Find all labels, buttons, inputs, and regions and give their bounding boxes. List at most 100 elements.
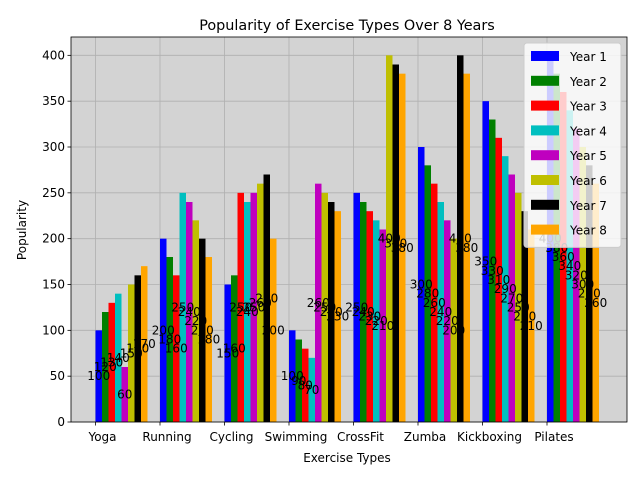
bar: [495, 137, 502, 423]
bar: [482, 101, 489, 423]
y-tick-label: 300: [42, 140, 65, 154]
bar-value-label: 160: [223, 342, 246, 356]
bar-value-label: 350: [474, 255, 497, 269]
bar: [173, 275, 180, 422]
bar-value-label: 240: [352, 305, 375, 319]
y-axis: 0 50 100 150 200 250 300 350 400: [42, 48, 71, 429]
bar: [108, 302, 115, 422]
bar-value-label: 180: [158, 333, 181, 347]
bar: [141, 266, 148, 422]
legend-swatch: [531, 100, 559, 111]
legend-label: Year 4: [569, 124, 607, 138]
legend-swatch: [531, 199, 559, 210]
legend-label: Year 5: [569, 149, 607, 163]
bar-value-label: 310: [487, 273, 510, 287]
bar: [528, 229, 535, 422]
x-tick-label: Running: [142, 430, 191, 444]
bar: [366, 211, 373, 422]
bar-value-label: 210: [371, 319, 394, 333]
bar: [115, 293, 122, 422]
legend-swatch: [531, 175, 559, 185]
bar: [399, 73, 406, 423]
bar-value-label: 150: [120, 346, 143, 360]
bar-value-label: 250: [171, 300, 194, 314]
bar: [373, 220, 380, 422]
bar: [289, 330, 296, 422]
bar-value-label: 150: [216, 346, 239, 360]
bar-value-label: 240: [320, 305, 343, 319]
bar: [379, 229, 386, 422]
y-tick-label: 400: [42, 48, 65, 62]
legend-box: [523, 42, 622, 248]
bar-value-label: 250: [242, 300, 265, 314]
y-tick-label: 150: [42, 278, 65, 292]
bar-value-label: 360: [552, 250, 575, 264]
bar: [392, 64, 399, 422]
y-tick-label: 200: [42, 232, 65, 246]
bar: [302, 348, 309, 422]
bar: [586, 165, 593, 423]
bar: [508, 174, 515, 422]
bar-value-label: 90: [291, 374, 306, 388]
x-tick-label: Zumba: [404, 430, 447, 444]
legend-label: Year 2: [569, 75, 607, 89]
bar: [257, 183, 264, 422]
x-tick-label: Yoga: [87, 430, 116, 444]
bar: [166, 257, 173, 422]
bar: [386, 55, 393, 422]
bar: [128, 284, 135, 422]
y-tick-label: 0: [57, 415, 65, 429]
bar-value-label: 260: [584, 296, 607, 310]
bar-value-label: 230: [326, 310, 349, 324]
bar-value-label: 230: [358, 310, 381, 324]
bar-value-label: 250: [313, 300, 336, 314]
bar-value-label: 380: [455, 241, 478, 255]
bar-value-label: 210: [520, 319, 543, 333]
bar-value-label: 80: [298, 378, 313, 392]
bar: [450, 238, 457, 422]
x-tick-label: Swimming: [265, 430, 328, 444]
bar-value-label: 330: [481, 264, 504, 278]
bar: [95, 330, 102, 422]
bar-value-label: 320: [565, 268, 588, 282]
bar: [102, 312, 109, 422]
bar: [457, 55, 464, 422]
bar-value-label: 70: [304, 383, 319, 397]
bar-value-label: 220: [184, 314, 207, 328]
bar: [431, 183, 438, 422]
y-tick-label: 250: [42, 186, 65, 200]
bar-value-label: 340: [558, 259, 581, 273]
legend-swatch: [531, 224, 559, 235]
bar-value-label: 400: [449, 232, 472, 246]
bar-value-label: 240: [236, 305, 259, 319]
bar-value-label: 200: [191, 323, 214, 337]
bar-value-label: 280: [578, 287, 601, 301]
bar-value-label: 130: [100, 355, 123, 369]
bar-value-label: 260: [423, 296, 446, 310]
bar: [186, 202, 193, 422]
bar-value-label: 200: [262, 323, 285, 337]
bar-value-label: 100: [87, 369, 110, 383]
bar: [418, 147, 425, 422]
bar-value-label: 160: [126, 342, 149, 356]
bar: [360, 202, 367, 422]
bar-value-label: 300: [410, 278, 433, 292]
bar: [334, 211, 341, 422]
legend-swatch: [531, 75, 559, 86]
bar-value-label: 260: [249, 296, 272, 310]
x-tick-label: CrossFit: [337, 430, 384, 444]
bar: [308, 357, 315, 422]
bar-value-label: 140: [107, 351, 130, 365]
bar-value-label: 290: [494, 282, 517, 296]
x-tick-label: Cycling: [210, 430, 254, 444]
bar-value-label: 100: [281, 369, 304, 383]
bar: [592, 183, 599, 422]
bar-value-label: 300: [571, 278, 594, 292]
bar-value-label: 380: [391, 241, 414, 255]
bar-value-label: 220: [365, 314, 388, 328]
bar-value-label: 250: [507, 300, 530, 314]
bar: [353, 192, 360, 422]
bar-value-label: 120: [94, 360, 117, 374]
bar: [134, 275, 141, 422]
bar-value-label: 230: [513, 310, 536, 324]
